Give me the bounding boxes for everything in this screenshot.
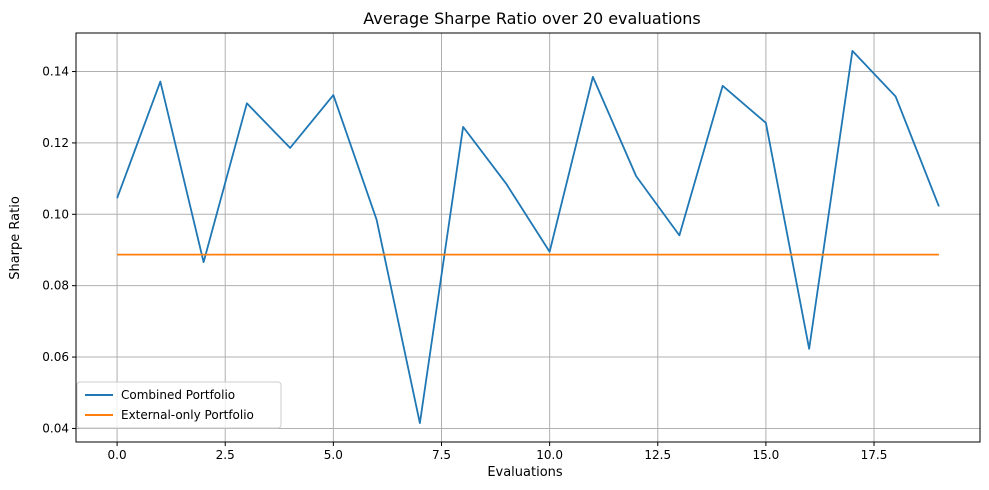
series-line-combined-portfolio <box>116 49 940 424</box>
x-tick-label: 2.5 <box>216 448 235 462</box>
axis-ticks: 0.0 2.5 5.0 7.5 10.0 12.5 15.0 17.5 0.04 0.06 0.08… <box>42 65 887 462</box>
y-tick-label: 0.06 <box>42 350 69 364</box>
legend-box <box>76 381 282 429</box>
grid-lines <box>76 33 980 442</box>
y-tick-label: 0.04 <box>42 421 69 435</box>
x-tick-label: 10.0 <box>536 448 563 462</box>
x-tick-label: 17.5 <box>861 448 888 462</box>
x-tick-label: 7.5 <box>432 448 451 462</box>
y-tick-label: 0.14 <box>42 65 69 79</box>
x-tick-label: 15.0 <box>753 448 780 462</box>
x-tick-label: 12.5 <box>644 448 671 462</box>
series-lines <box>116 49 940 424</box>
y-tick-label: 0.12 <box>42 136 69 150</box>
y-tick-label: 0.10 <box>42 207 69 221</box>
legend: Combined Portfolio External-only Portfol… <box>76 381 282 429</box>
x-axis-label: Evaluations <box>487 465 563 480</box>
legend-label-combined: Combined Portfolio <box>121 388 235 402</box>
legend-label-external: External-only Portfolio <box>121 408 254 422</box>
y-tick-label: 0.08 <box>42 279 69 293</box>
chart-title: Average Sharpe Ratio over 20 evaluations <box>363 9 700 28</box>
x-tick-label: 0.0 <box>108 448 127 462</box>
x-tick-label: 5.0 <box>324 448 343 462</box>
y-axis-label: Sharpe Ratio <box>8 196 23 280</box>
plot-frame <box>75 32 981 443</box>
